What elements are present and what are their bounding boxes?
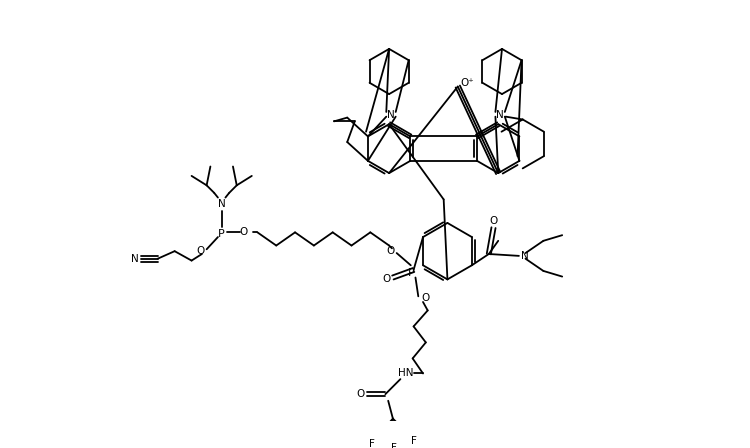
Text: F: F <box>391 443 397 448</box>
Text: N: N <box>520 251 529 261</box>
Text: O: O <box>196 246 204 256</box>
Text: N: N <box>387 110 394 120</box>
Text: F: F <box>369 439 375 448</box>
Text: O⁺: O⁺ <box>460 78 474 88</box>
Text: P: P <box>218 229 225 239</box>
Text: HN: HN <box>398 368 414 379</box>
Text: N: N <box>131 254 139 264</box>
Text: P: P <box>408 268 415 278</box>
Text: N: N <box>217 199 226 209</box>
Text: O: O <box>386 246 394 256</box>
Text: O: O <box>422 293 430 303</box>
Text: O: O <box>357 389 365 399</box>
Text: N: N <box>496 110 504 120</box>
Text: O: O <box>239 227 248 237</box>
Text: O: O <box>382 274 391 284</box>
Text: F: F <box>411 436 416 446</box>
Text: O: O <box>490 216 498 226</box>
